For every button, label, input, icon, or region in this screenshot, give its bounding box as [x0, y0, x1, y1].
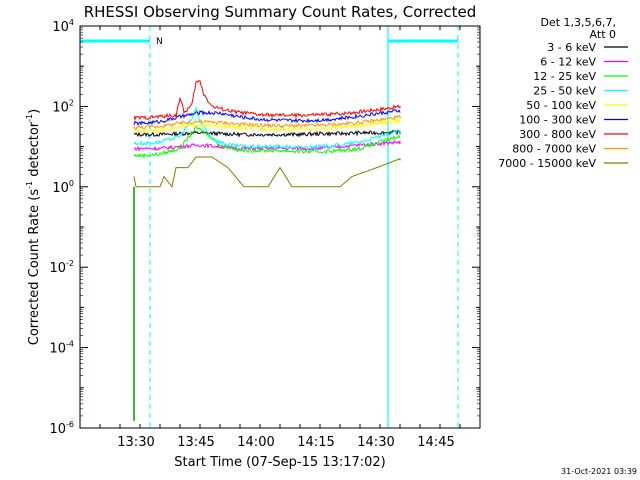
- legend-label: 800 - 7000 keV: [512, 143, 596, 156]
- y-tick-label: 10-2: [49, 259, 74, 276]
- series-line: [133, 109, 401, 127]
- series-line: [133, 129, 401, 138]
- x-tick-label: 13:45: [177, 435, 214, 450]
- series-line: [133, 156, 401, 188]
- y-tick-label: 104: [52, 18, 74, 35]
- legend-label: 7000 - 15000 keV: [498, 157, 596, 170]
- legend-header: Att 0: [590, 28, 616, 41]
- legend-label: 6 - 12 keV: [540, 56, 596, 69]
- series-line: [133, 124, 401, 159]
- y-tick-label: 10-4: [49, 340, 74, 357]
- x-tick-label: 14:00: [237, 435, 274, 450]
- x-tick-label: 14:15: [297, 435, 334, 450]
- attenuator-label: N: [156, 37, 163, 47]
- x-tick-label: 14:30: [357, 435, 394, 450]
- y-tick-label: 100: [52, 179, 74, 196]
- legend-header: Det 1,3,5,6,7,: [540, 16, 616, 29]
- plot-frame: [79, 25, 481, 429]
- series-line: [133, 114, 401, 130]
- series-line: [133, 117, 401, 133]
- legend-label: 50 - 100 keV: [526, 99, 596, 112]
- series-line: [133, 105, 401, 150]
- footer-timestamp: 31-Oct-2021 03:39: [561, 467, 637, 476]
- legend-label: 300 - 800 keV: [519, 128, 596, 141]
- chart-title: RHESSI Observing Summary Count Rates, Co…: [84, 3, 477, 21]
- series-line: [133, 139, 401, 152]
- x-axis-label: Start Time (07-Sep-15 13:17:02): [174, 455, 385, 470]
- x-tick-label: 13:30: [117, 435, 154, 450]
- y-axis-label: Corrected Count Rate (s-1 detector-1): [25, 109, 42, 345]
- legend-label: 12 - 25 keV: [533, 70, 596, 83]
- y-tick-label: 10-6: [49, 420, 74, 437]
- legend-label: 25 - 50 keV: [533, 85, 596, 98]
- x-tick-label: 14:45: [417, 435, 454, 450]
- legend-label: 3 - 6 keV: [547, 41, 596, 54]
- series-line: [133, 80, 401, 122]
- y-tick-label: 102: [52, 98, 74, 115]
- legend: Det 1,3,5,6,7,Att 03 - 6 keV 6 - 12 keV12…: [498, 16, 628, 170]
- legend-label: 100 - 300 keV: [519, 114, 596, 127]
